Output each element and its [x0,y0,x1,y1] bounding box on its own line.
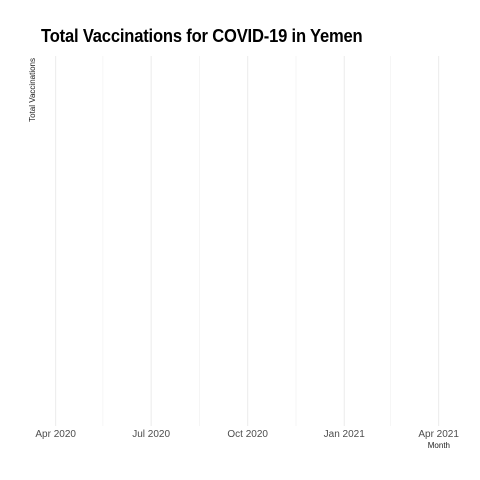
x-tick-label: Oct 2020 [227,429,268,440]
x-tick-label: Apr 2021 [418,429,459,440]
x-tick-label: Jan 2021 [324,429,366,440]
gridlines [55,56,440,426]
x-axis-title: Month [428,441,450,450]
x-axis-ticks: Apr 2020 Jul 2020 Oct 2020 Jan 2021 Apr 2021 [35,429,459,440]
x-tick-label: Apr 2020 [35,429,76,440]
y-axis-title: Total Vaccinations [28,58,37,122]
x-tick-label: Jul 2020 [132,429,170,440]
chart-title: Total Vaccinations for COVID-19 in Yemen [41,26,363,46]
